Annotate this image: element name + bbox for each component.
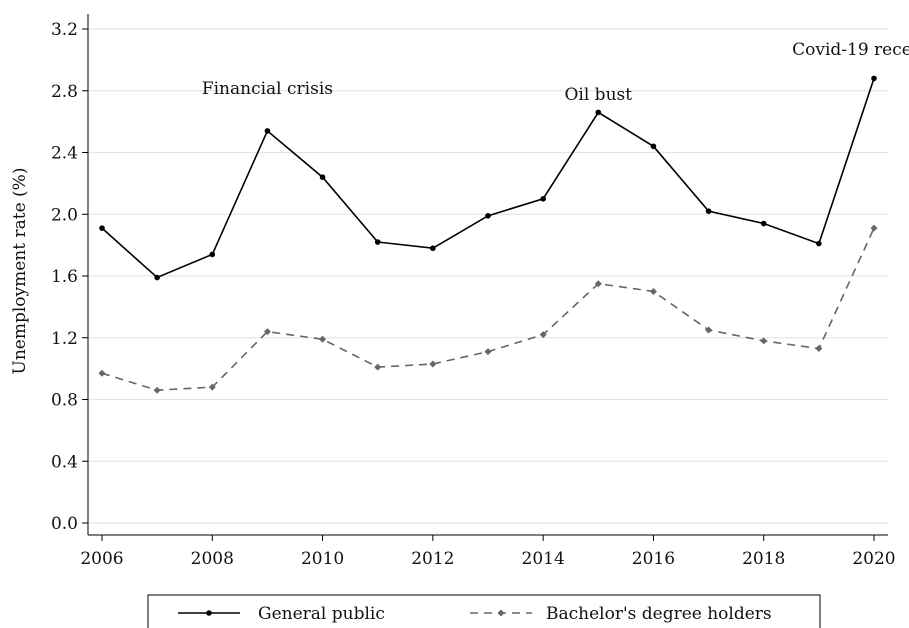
point-s1-2020 <box>870 224 878 232</box>
point-s1-2007 <box>153 386 161 394</box>
annotation-2: Covid-19 recession <box>792 40 909 60</box>
axes: 0.0 0.4 0.8 1.2 1.6 2.0 2.4 2.8 3.2 2006 2008 2010 2… <box>51 14 896 569</box>
legend-marker-bachelors <box>497 609 505 617</box>
point-s0-2019 <box>816 240 822 247</box>
point-s1-2008 <box>208 383 216 391</box>
annotations: Financial crisis Oil bust Covid-19 recessi… <box>202 40 909 105</box>
y-tick-label-6: 2.4 <box>51 144 78 164</box>
point-s1-2017 <box>705 326 713 334</box>
point-s1-2006 <box>98 369 106 377</box>
point-s0-2018 <box>760 220 767 227</box>
series <box>98 75 878 394</box>
y-tick-label-4: 1.6 <box>51 267 78 287</box>
point-s0-2014 <box>540 196 546 202</box>
series-line-0 <box>101 78 875 279</box>
series-line-1 <box>101 227 875 392</box>
y-tick-label-8: 3.2 <box>51 20 78 40</box>
y-axis-title: Unemployment rate (%) <box>10 168 30 375</box>
x-tick-label-6: 2018 <box>742 549 785 569</box>
point-s0-2020 <box>871 75 877 82</box>
point-s1-2009 <box>263 328 271 336</box>
legend-label-general-public: General public <box>258 604 385 624</box>
x-tick-label-2: 2010 <box>301 549 344 569</box>
legend-label-bachelors: Bachelor's degree holders <box>546 604 772 624</box>
point-s1-2018 <box>760 337 768 345</box>
x-tick-label-7: 2020 <box>852 549 895 569</box>
point-s0-2013 <box>485 212 491 219</box>
legend: General public Bachelor's degree holders <box>147 594 821 628</box>
point-s0-2009 <box>264 128 271 134</box>
y-tick-label-5: 2.0 <box>51 205 78 225</box>
legend-box <box>147 594 821 628</box>
point-s1-2014 <box>539 331 547 339</box>
point-s0-2016 <box>650 143 657 150</box>
annotation-1: Oil bust <box>564 85 632 105</box>
x-tick-label-5: 2016 <box>632 549 675 569</box>
point-s0-2007 <box>154 274 160 281</box>
y-tick-label-2: 0.8 <box>51 391 78 411</box>
y-tick-label-1: 0.4 <box>51 452 78 472</box>
y-tick-label-3: 1.2 <box>51 329 78 349</box>
y-tick-label-0: 0.0 <box>51 514 78 534</box>
point-s0-2010 <box>319 174 326 180</box>
point-s1-2016 <box>649 287 657 295</box>
point-s0-2017 <box>705 208 712 214</box>
point-s1-2019 <box>815 345 823 353</box>
x-tick-label-4: 2014 <box>522 549 565 569</box>
legend-marker-general-public <box>206 610 212 616</box>
point-s0-2015 <box>595 109 602 116</box>
point-s0-2008 <box>209 251 216 258</box>
point-s1-2015 <box>594 280 602 288</box>
x-tick-label-0: 2006 <box>80 549 123 569</box>
point-s0-2011 <box>374 239 381 245</box>
annotation-0: Financial crisis <box>202 79 333 99</box>
y-tick-label-7: 2.8 <box>51 82 78 102</box>
x-tick-label-3: 2012 <box>411 549 454 569</box>
point-s1-2012 <box>429 360 437 368</box>
grid-lines <box>88 28 888 524</box>
point-s1-2013 <box>484 348 492 356</box>
point-s0-2006 <box>99 225 105 231</box>
point-s1-2010 <box>319 335 327 343</box>
x-tick-label-1: 2008 <box>191 549 234 569</box>
point-s1-2011 <box>374 363 382 371</box>
point-s0-2012 <box>430 245 436 252</box>
